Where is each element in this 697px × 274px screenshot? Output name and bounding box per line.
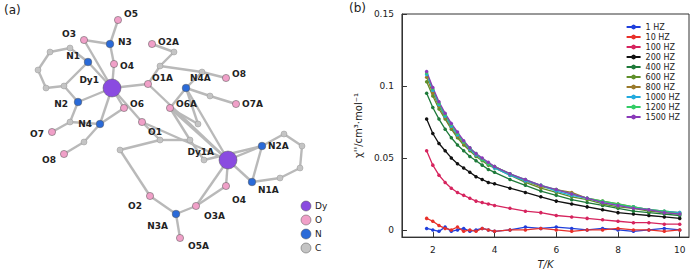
svg-text:1500 HZ: 1500 HZ [646,113,681,122]
svg-text:10 HZ: 10 HZ [646,33,671,42]
svg-text:O8: O8 [232,69,246,79]
svg-text:2: 2 [430,245,436,255]
svg-text:N3: N3 [118,37,132,47]
svg-text:0.1: 0.1 [380,81,394,91]
svg-text:400 HZ: 400 HZ [646,63,676,72]
svg-text:100 HZ: 100 HZ [646,43,676,52]
svg-text:N2: N2 [54,99,68,109]
svg-text:600 HZ: 600 HZ [646,73,676,82]
svg-text:800 HZ: 800 HZ [646,83,676,92]
svg-text:O1A: O1A [152,73,173,83]
svg-text:O3A: O3A [204,211,225,221]
svg-text:O6A: O6A [176,99,197,109]
svg-text:200 HZ: 200 HZ [646,53,676,62]
svg-text:8: 8 [615,245,621,255]
svg-text:O5A: O5A [188,241,209,251]
svg-text:O5: O5 [124,9,138,19]
svg-text:T/K: T/K [537,259,554,270]
svg-text:1 HZ: 1 HZ [646,23,666,32]
svg-text:10: 10 [674,245,686,255]
svg-text:(a): (a) [4,3,21,17]
svg-text:C: C [315,243,321,253]
svg-text:O6: O6 [130,99,144,109]
svg-text:O4: O4 [120,61,134,71]
svg-text:(b): (b) [349,1,366,15]
svg-text:4: 4 [492,245,498,255]
svg-text:N: N [315,229,322,239]
svg-text:χ''/cm³·mol⁻¹: χ''/cm³·mol⁻¹ [353,93,364,158]
svg-text:N2A: N2A [268,141,289,151]
svg-text:O4: O4 [232,195,246,205]
svg-text:Dy1A: Dy1A [187,147,214,157]
svg-text:O2A: O2A [158,37,179,47]
svg-text:Dy: Dy [315,201,328,211]
svg-text:0.05: 0.05 [374,153,394,163]
svg-text:Dy1: Dy1 [79,75,99,85]
svg-text:N4: N4 [78,119,92,129]
svg-text:0.15: 0.15 [374,9,394,19]
svg-text:O8: O8 [42,155,56,165]
svg-text:O1: O1 [148,127,162,137]
svg-text:0: 0 [388,225,394,235]
svg-text:N1: N1 [66,51,80,61]
svg-text:O3: O3 [62,29,76,39]
svg-text:O2: O2 [128,201,142,211]
svg-text:1000 HZ: 1000 HZ [646,93,681,102]
svg-text:N1A: N1A [258,185,279,195]
svg-text:N3A: N3A [147,221,168,231]
svg-text:N4A: N4A [190,73,211,83]
svg-text:O: O [315,215,322,225]
svg-text:O7: O7 [30,129,44,139]
svg-text:1200 HZ: 1200 HZ [646,103,681,112]
svg-text:O7A: O7A [242,99,263,109]
svg-text:6: 6 [553,245,559,255]
